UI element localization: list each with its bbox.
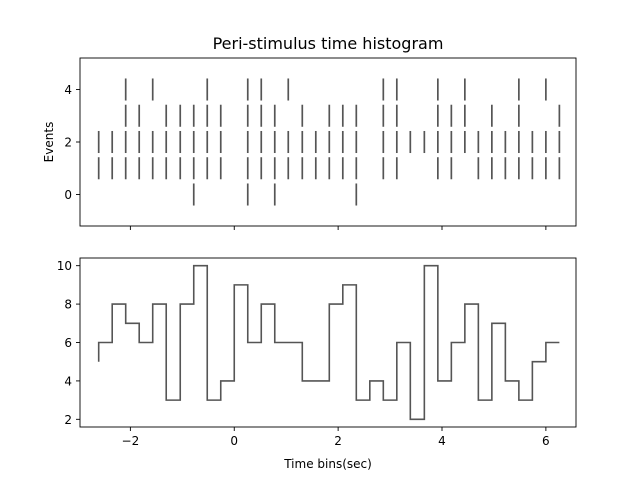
event-marks: [97, 78, 561, 206]
bottom-x-ticks: −2 0 2 4 6: [122, 427, 550, 448]
bottom-y-tick-label: 10: [57, 259, 72, 273]
bottom-y-tick-label: 4: [64, 374, 72, 388]
chart-title: Peri-stimulus time histogram: [213, 34, 444, 53]
bottom-x-tick-label: 2: [334, 434, 342, 448]
top-axes-frame: [79, 57, 577, 227]
bottom-x-tick-label: 4: [438, 434, 446, 448]
bottom-x-tick-label: 6: [542, 434, 550, 448]
y-axis-label: Events: [42, 122, 56, 163]
histogram-step-line: [97, 264, 560, 421]
top-y-ticks: 0 2 4: [64, 83, 80, 202]
bottom-x-tick-label: 0: [230, 434, 238, 448]
top-y-tick-label: 4: [64, 83, 72, 97]
bottom-y-tick-label: 6: [64, 336, 72, 350]
top-x-ticks: [129, 226, 547, 230]
bottom-y-ticks: 2 4 6 8 10: [57, 259, 80, 427]
x-axis-label: Time bins(sec): [283, 457, 372, 471]
bottom-x-tick-label: −2: [122, 434, 140, 448]
bottom-y-tick-label: 8: [64, 298, 72, 312]
top-y-tick-label: 0: [64, 188, 72, 202]
event-raster-panel: Peri-stimulus time histogram 0 2 4 Events: [42, 34, 577, 230]
top-y-tick-label: 2: [64, 136, 72, 150]
histogram-panel: −2 0 2 4 6 2 4 6 8 10 Time bins(sec): [57, 257, 577, 471]
bottom-y-tick-label: 2: [64, 413, 72, 427]
bottom-axes-frame: [79, 257, 577, 428]
